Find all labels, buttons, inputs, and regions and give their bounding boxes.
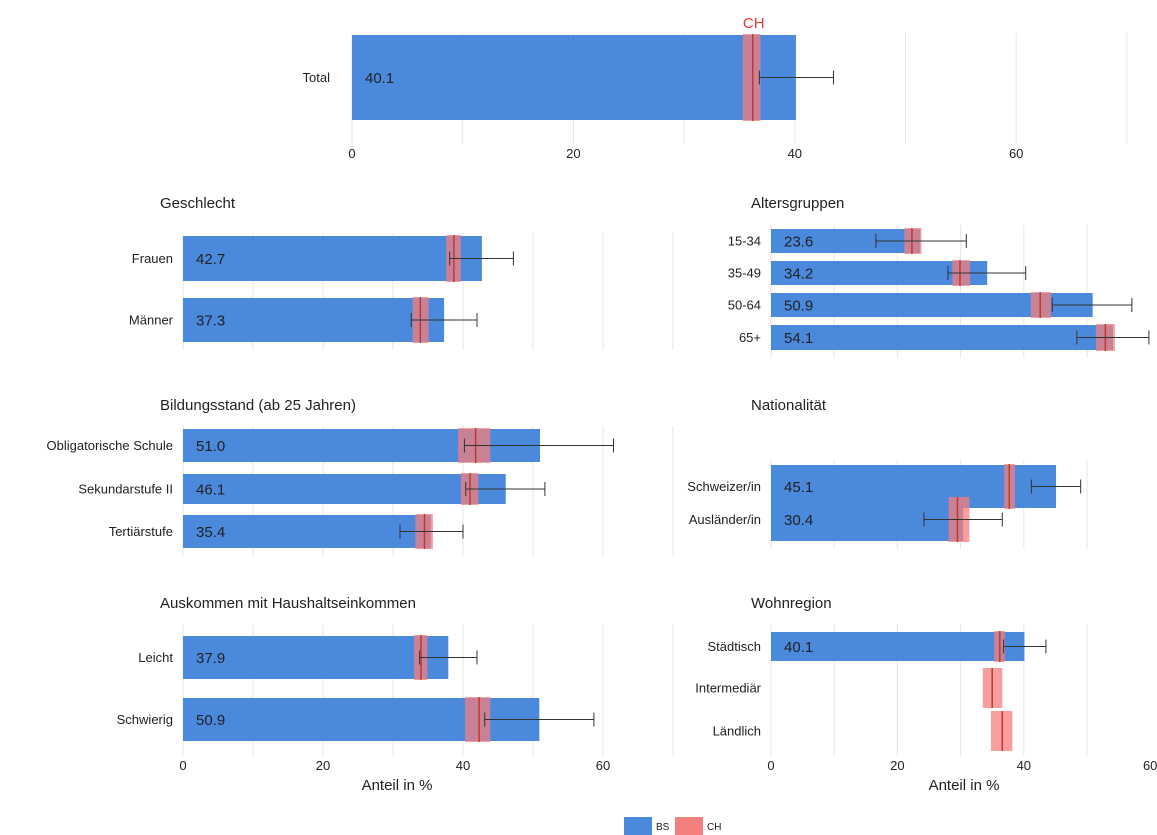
category-row: Tertiärstufe 35.4 bbox=[109, 514, 464, 549]
panel-3: Bildungsstand (ab 25 Jahren) Obligatorisc… bbox=[47, 397, 674, 556]
bs-bar[interactable] bbox=[771, 632, 1025, 661]
category-label: Männer bbox=[129, 313, 174, 328]
bs-value-label: 45.1 bbox=[784, 479, 813, 496]
bs-bar[interactable] bbox=[183, 236, 482, 281]
category-row: Sekundarstufe II 46.1 bbox=[78, 473, 546, 505]
category-label: Tertiärstufe bbox=[109, 524, 173, 539]
category-row: Ausländer/in 30.4 bbox=[689, 497, 1003, 542]
panel-5: Auskommen mit Haushaltseinkommen Leicht 37… bbox=[117, 595, 674, 794]
category-label: Obligatorische Schule bbox=[47, 438, 173, 453]
category-row: Ländlich bbox=[713, 711, 1013, 751]
legend-swatch-bs bbox=[624, 817, 652, 835]
panel-2: Altersgruppen 15-34 23.6 35-49 34.2 50-64 50.9… bbox=[728, 195, 1150, 358]
panel-title: Altersgruppen bbox=[751, 195, 844, 212]
ch-marker-label: CH bbox=[743, 15, 765, 32]
category-label: Intermediär bbox=[695, 681, 761, 696]
tick-label: 20 bbox=[316, 758, 330, 773]
bs-bar[interactable] bbox=[183, 298, 445, 342]
tick-label: 40 bbox=[456, 758, 470, 773]
category-label: 65+ bbox=[739, 330, 761, 345]
tick-label: 20 bbox=[890, 758, 904, 773]
category-label: Leicht bbox=[138, 650, 173, 665]
legend: BS CH bbox=[624, 817, 721, 835]
category-label: Städtisch bbox=[708, 639, 761, 654]
category-row: Leicht 37.9 bbox=[138, 635, 478, 680]
bs-bar[interactable] bbox=[771, 325, 1113, 350]
category-row: 65+ 54.1 bbox=[739, 324, 1150, 351]
tick-label: 0 bbox=[179, 758, 186, 773]
category-label: Total bbox=[303, 70, 331, 85]
bs-value-label: 46.1 bbox=[196, 482, 225, 499]
tick-label: 40 bbox=[1017, 758, 1031, 773]
category-label: Ausländer/in bbox=[689, 512, 761, 527]
tick-label: 0 bbox=[348, 146, 355, 161]
bs-value-label: 37.3 bbox=[196, 313, 225, 330]
bs-value-label: 37.9 bbox=[196, 650, 225, 667]
category-label: Ländlich bbox=[713, 724, 761, 739]
panel-title: Nationalität bbox=[751, 397, 827, 414]
bs-value-label: 40.1 bbox=[365, 70, 394, 87]
category-row: Obligatorische Schule 51.0 bbox=[47, 428, 614, 463]
category-row: 50-64 50.9 bbox=[728, 292, 1133, 318]
legend-label-bs: BS bbox=[656, 822, 670, 833]
tick-label: 0 bbox=[767, 758, 774, 773]
tick-label: 60 bbox=[596, 758, 610, 773]
bs-bar[interactable] bbox=[183, 474, 506, 504]
category-row: Frauen 42.7 bbox=[132, 235, 514, 282]
category-row: Schwierig 50.9 bbox=[117, 697, 595, 742]
bs-bar[interactable] bbox=[352, 35, 796, 120]
bs-value-label: 23.6 bbox=[784, 234, 813, 251]
panel-title: Bildungsstand (ab 25 Jahren) bbox=[160, 397, 356, 414]
category-row: Männer 37.3 bbox=[129, 297, 478, 343]
category-label: Schweizer/in bbox=[687, 479, 761, 494]
panel-title: Auskommen mit Haushaltseinkommen bbox=[160, 595, 416, 612]
category-label: 50-64 bbox=[728, 298, 761, 313]
category-label: 15-34 bbox=[728, 234, 761, 249]
bs-value-label: 54.1 bbox=[784, 330, 813, 347]
bs-value-label: 35.4 bbox=[196, 524, 225, 541]
bs-value-label: 34.2 bbox=[784, 266, 813, 283]
category-row: 35-49 34.2 bbox=[728, 260, 1027, 286]
legend-swatch-ch bbox=[675, 817, 703, 835]
panel-title: Wohnregion bbox=[751, 595, 832, 612]
bs-value-label: 51.0 bbox=[196, 438, 225, 455]
panel-title: Geschlecht bbox=[160, 195, 236, 212]
panel-0: Total 40.1 CH 0 20 40 60 bbox=[303, 15, 1128, 161]
category-row: Intermediär bbox=[695, 668, 1003, 708]
bs-value-label: 50.9 bbox=[784, 298, 813, 315]
panel-1: Geschlecht Frauen 42.7 Männer 37.3 bbox=[129, 195, 674, 350]
x-axis-title: Anteil in % bbox=[362, 777, 433, 794]
category-row: Städtisch 40.1 bbox=[708, 631, 1047, 662]
tick-label: 40 bbox=[788, 146, 802, 161]
legend-label-ch: CH bbox=[707, 822, 721, 833]
bs-bar[interactable] bbox=[183, 636, 449, 679]
bs-value-label: 30.4 bbox=[784, 512, 813, 529]
tick-label: 20 bbox=[566, 146, 580, 161]
ch-ci-band[interactable] bbox=[742, 34, 761, 121]
panel-6: Wohnregion Städtisch 40.1 Intermediär Ländli… bbox=[695, 595, 1157, 794]
category-label: Schwierig bbox=[117, 712, 173, 727]
category-label: 35-49 bbox=[728, 266, 761, 281]
bs-value-label: 40.1 bbox=[784, 639, 813, 656]
tick-label: 60 bbox=[1009, 146, 1023, 161]
category-label: Frauen bbox=[132, 251, 173, 266]
category-row: Total 40.1 bbox=[303, 34, 835, 121]
tick-label: 60 bbox=[1143, 758, 1157, 773]
category-label: Sekundarstufe II bbox=[78, 482, 173, 497]
category-row: 15-34 23.6 bbox=[728, 228, 967, 254]
x-axis-title: Anteil in % bbox=[929, 777, 1000, 794]
bs-bar[interactable] bbox=[183, 515, 431, 548]
bs-value-label: 42.7 bbox=[196, 251, 225, 268]
bs-value-label: 50.9 bbox=[196, 712, 225, 729]
